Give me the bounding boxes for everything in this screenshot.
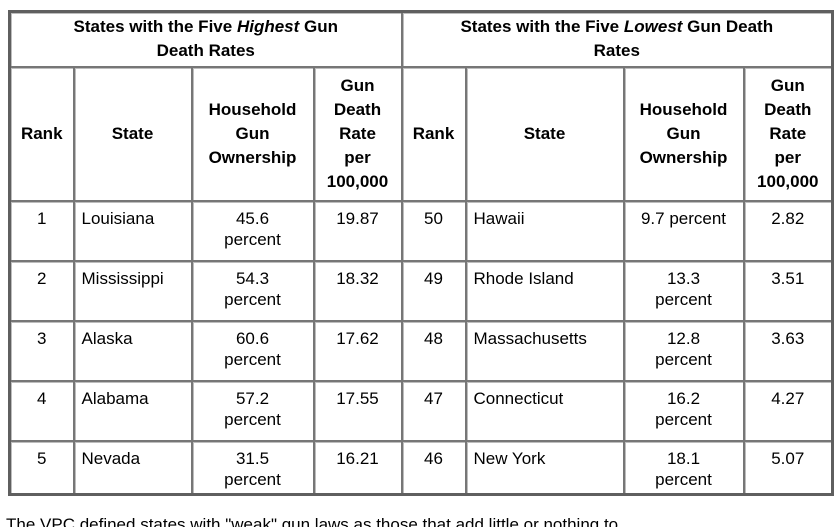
table-row: 1 Louisiana 45.6 percent 19.87 50 Hawaii… xyxy=(8,199,834,262)
cell-ownership: 18.1 percent xyxy=(622,439,745,496)
col-header-rank-highest: Rank xyxy=(8,65,75,202)
cell-ownership: 54.3 percent xyxy=(190,259,315,322)
cell-state: Hawaii xyxy=(464,199,625,262)
cell-rate: 16.21 xyxy=(312,439,403,496)
title-emphasis: Highest xyxy=(236,17,300,37)
cell-state: Alaska xyxy=(72,319,193,382)
cell-ownership: 12.8 percent xyxy=(622,319,745,382)
cell-state: Alabama xyxy=(72,379,193,442)
col-header-state-lowest: State xyxy=(464,65,625,202)
cell-rate: 3.51 xyxy=(742,259,834,322)
cell-rank: 5 xyxy=(8,439,75,496)
cell-rank: 50 xyxy=(400,199,467,262)
table-row: 2 Mississippi 54.3 percent 18.32 49 Rhod… xyxy=(8,259,834,322)
cell-ownership: 16.2 percent xyxy=(622,379,745,442)
title-text: States with the Five xyxy=(73,17,237,37)
cell-rate: 2.82 xyxy=(742,199,834,262)
table-row: States with the Five Highest Gun Death R… xyxy=(8,10,834,68)
col-header-ownership-highest: Household Gun Ownership xyxy=(190,65,315,202)
cell-rate: 18.32 xyxy=(312,259,403,322)
col-header-rank-lowest: Rank xyxy=(400,65,467,202)
cell-rank: 3 xyxy=(8,319,75,382)
cell-rate: 17.55 xyxy=(312,379,403,442)
table-row: Rank State Household Gun Ownership Gun D… xyxy=(8,65,834,202)
lowest-table-title: States with the Five Lowest Gun Death Ra… xyxy=(400,10,834,68)
cell-rank: 4 xyxy=(8,379,75,442)
gun-death-rates-table: States with the Five Highest Gun Death R… xyxy=(8,10,835,496)
col-header-rate-lowest: Gun Death Rate per 100,000 xyxy=(742,65,834,202)
cell-ownership: 57.2 percent xyxy=(190,379,315,442)
cell-state: Rhode Island xyxy=(464,259,625,322)
col-header-rate-highest: Gun Death Rate per 100,000 xyxy=(312,65,403,202)
cell-ownership: 13.3 percent xyxy=(622,259,745,322)
title-text: Gun Death Rates xyxy=(156,17,338,61)
cell-rank: 49 xyxy=(400,259,467,322)
cell-state: New York xyxy=(464,439,625,496)
cell-ownership: 60.6 percent xyxy=(190,319,315,382)
cell-state: Mississippi xyxy=(72,259,193,322)
footnote-text: The VPC defined states with "weak" gun l… xyxy=(6,515,619,527)
cell-ownership: 45.6 percent xyxy=(190,199,315,262)
cell-rank: 46 xyxy=(400,439,467,496)
cell-rank: 48 xyxy=(400,319,467,382)
cell-ownership: 9.7 percent xyxy=(622,199,745,262)
cell-rank: 47 xyxy=(400,379,467,442)
cell-state: Louisiana xyxy=(72,199,193,262)
cell-rate: 17.62 xyxy=(312,319,403,382)
title-text: Gun Death Rates xyxy=(593,17,774,61)
cell-state: Connecticut xyxy=(464,379,625,442)
table-row: 5 Nevada 31.5 percent 16.21 46 New York … xyxy=(8,439,834,496)
title-text: States with the Five xyxy=(460,17,624,37)
cell-rank: 2 xyxy=(8,259,75,322)
table-row: 3 Alaska 60.6 percent 17.62 48 Massachus… xyxy=(8,319,834,382)
col-header-ownership-lowest: Household Gun Ownership xyxy=(622,65,745,202)
table-row: 4 Alabama 57.2 percent 17.55 47 Connecti… xyxy=(8,379,834,442)
cell-rate: 3.63 xyxy=(742,319,834,382)
cell-rate: 19.87 xyxy=(312,199,403,262)
highest-table-title: States with the Five Highest Gun Death R… xyxy=(8,10,403,68)
cell-rate: 5.07 xyxy=(742,439,834,496)
cell-rate: 4.27 xyxy=(742,379,834,442)
cell-state: Nevada xyxy=(72,439,193,496)
cell-state: Massachusetts xyxy=(464,319,625,382)
cell-ownership: 31.5 percent xyxy=(190,439,315,496)
title-emphasis: Lowest xyxy=(623,17,683,37)
col-header-state-highest: State xyxy=(72,65,193,202)
cell-rank: 1 xyxy=(8,199,75,262)
